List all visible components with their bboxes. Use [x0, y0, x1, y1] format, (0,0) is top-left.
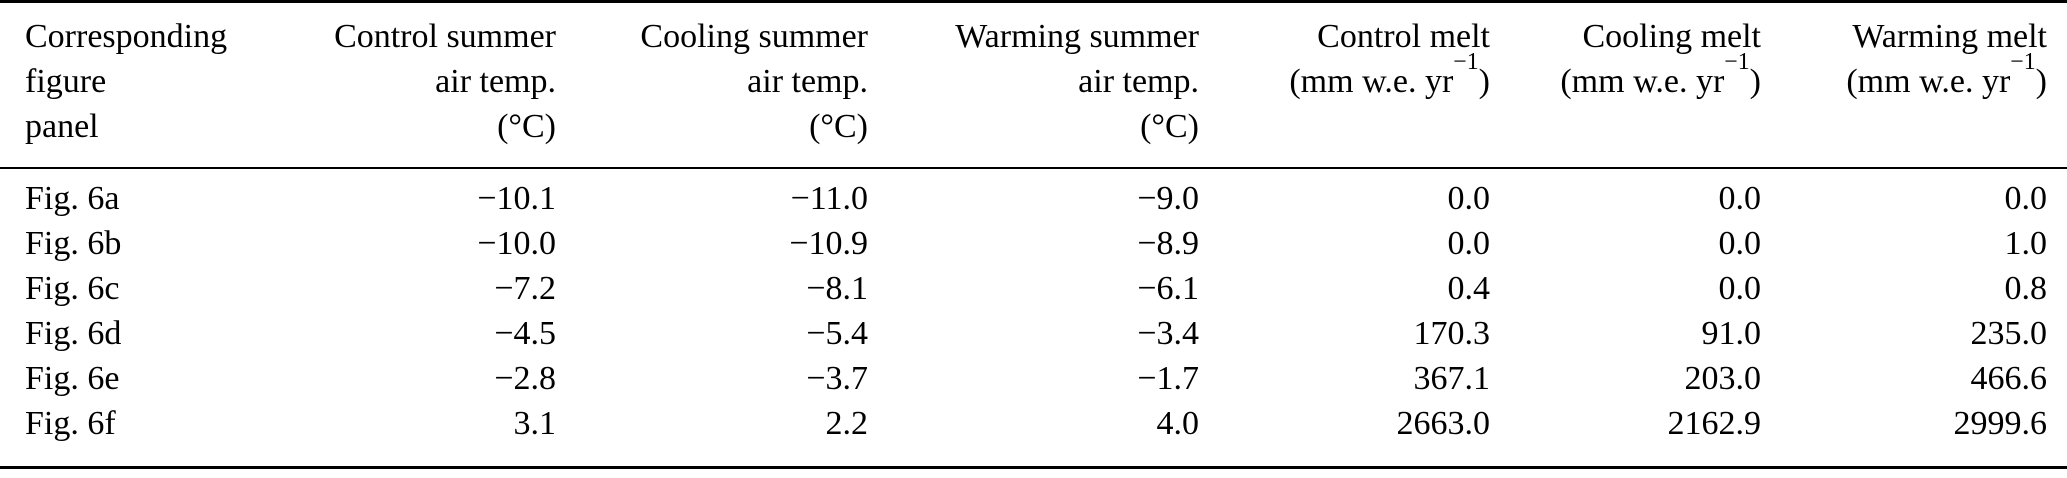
cell-warming-melt: 466.6 [1970, 360, 2048, 397]
unit-prefix: (mm w.e. yr [1289, 63, 1454, 100]
cell-figure-panel: Fig. 6b [25, 225, 122, 262]
table-row: Fig. 6f 3.1 2.2 4.0 2663.0 2162.9 2999.6 [0, 401, 2067, 468]
header-unit: (°C) [1140, 108, 1199, 145]
table-row: Fig. 6b −10.0 −10.9 −8.9 0.0 0.0 1.0 [0, 221, 2067, 266]
unit-suffix: ) [1749, 63, 1761, 100]
table-row: Fig. 6d −4.5 −5.4 −3.4 170.3 91.0 235.0 [0, 311, 2067, 356]
header-line: air temp. [435, 63, 556, 100]
header-line: Control melt [1317, 18, 1490, 55]
cell-warming-temp: −9.0 [1137, 180, 1199, 217]
cell-control-melt: 0.0 [1447, 225, 1491, 262]
cell-cooling-temp: −11.0 [790, 180, 868, 217]
unit-suffix: ) [2035, 63, 2047, 100]
cell-control-temp: −2.8 [494, 360, 556, 397]
unit-suffix: ) [1478, 63, 1490, 100]
cell-figure-panel: Fig. 6f [25, 405, 116, 442]
cell-figure-panel: Fig. 6a [25, 180, 120, 217]
header-warming-melt: Warming melt (mm w.e. yr−1) [1761, 1, 2067, 169]
table-header: Corresponding figure panel Control summe… [0, 1, 2067, 169]
cell-cooling-melt: 0.0 [1718, 225, 1762, 262]
cell-cooling-melt: 2162.9 [1667, 405, 1762, 442]
cell-control-temp: −10.0 [477, 225, 556, 262]
header-line: air temp. [1078, 63, 1199, 100]
cell-figure-panel: Fig. 6c [25, 270, 120, 307]
header-line: Cooling summer [640, 18, 868, 55]
cell-warming-melt: 235.0 [1970, 315, 2048, 352]
header-warming-summer-temp: Warming summer air temp. (°C) [868, 1, 1199, 169]
table-row: Fig. 6c −7.2 −8.1 −6.1 0.4 0.0 0.8 [0, 266, 2067, 311]
cell-control-temp: −7.2 [494, 270, 556, 307]
header-control-melt: Control melt (mm w.e. yr−1) [1199, 1, 1490, 169]
header-control-summer-temp: Control summer air temp. (°C) [268, 1, 556, 169]
header-unit: (°C) [497, 108, 556, 145]
cell-cooling-melt: 0.0 [1718, 270, 1762, 307]
header-line: Cooling melt [1582, 18, 1762, 55]
cell-warming-temp: 4.0 [1156, 405, 1200, 442]
header-cooling-melt: Cooling melt (mm w.e. yr−1) [1490, 1, 1762, 169]
cell-cooling-temp: −8.1 [806, 270, 868, 307]
header-unit: (mm w.e. yr−1) [1199, 50, 1490, 104]
unit-prefix: (mm w.e. yr [1846, 63, 2011, 100]
header-line: Control summer [334, 18, 556, 55]
cell-control-melt: 170.3 [1413, 315, 1491, 352]
table-row: Fig. 6e −2.8 −3.7 −1.7 367.1 203.0 466.6 [0, 356, 2067, 401]
cell-warming-temp: −6.1 [1137, 270, 1199, 307]
cell-control-melt: 0.4 [1447, 270, 1491, 307]
header-line: panel [25, 108, 99, 145]
cell-control-melt: 2663.0 [1396, 405, 1491, 442]
unit-prefix: (mm w.e. yr [1560, 63, 1725, 100]
cell-warming-temp: −8.9 [1137, 225, 1199, 262]
header-figure-panel: Corresponding figure panel [0, 1, 268, 169]
cell-warming-melt: 0.0 [2004, 180, 2048, 217]
cell-control-melt: 0.0 [1447, 180, 1491, 217]
unit-superscript: −1 [1453, 48, 1479, 75]
cell-cooling-melt: 0.0 [1718, 180, 1762, 217]
cell-warming-melt: 2999.6 [1953, 405, 2048, 442]
table-row: Fig. 6a −10.1 −11.0 −9.0 0.0 0.0 0.0 [0, 168, 2067, 221]
cell-cooling-melt: 203.0 [1684, 360, 1762, 397]
cell-warming-temp: −3.4 [1137, 315, 1199, 352]
cell-cooling-temp: −3.7 [806, 360, 868, 397]
unit-superscript: −1 [1724, 48, 1750, 75]
header-unit: (mm w.e. yr−1) [1761, 50, 2047, 104]
header-line: Warming melt [1852, 18, 2047, 55]
cell-control-temp: −4.5 [494, 315, 556, 352]
unit-superscript: −1 [2010, 48, 2036, 75]
table-body: Fig. 6a −10.1 −11.0 −9.0 0.0 0.0 0.0 Fig… [0, 168, 2067, 468]
cell-control-temp: −10.1 [477, 180, 556, 217]
cell-control-melt: 367.1 [1413, 360, 1491, 397]
cell-cooling-temp: −10.9 [789, 225, 868, 262]
header-cooling-summer-temp: Cooling summer air temp. (°C) [556, 1, 868, 169]
cell-cooling-temp: 2.2 [825, 405, 869, 442]
cell-warming-temp: −1.7 [1137, 360, 1199, 397]
header-line: Warming summer [955, 18, 1199, 55]
header-line: Corresponding [25, 18, 228, 55]
cell-cooling-melt: 91.0 [1701, 315, 1762, 352]
cell-warming-melt: 1.0 [2004, 225, 2048, 262]
cell-figure-panel: Fig. 6d [25, 315, 122, 352]
header-unit: (mm w.e. yr−1) [1490, 50, 1761, 104]
cell-control-temp: 3.1 [513, 405, 557, 442]
header-line: figure [25, 63, 107, 100]
header-line: air temp. [747, 63, 868, 100]
header-row: Corresponding figure panel Control summe… [0, 1, 2067, 169]
cell-warming-melt: 0.8 [2004, 270, 2048, 307]
header-unit: (°C) [809, 108, 868, 145]
cell-cooling-temp: −5.4 [806, 315, 868, 352]
cell-figure-panel: Fig. 6e [25, 360, 120, 397]
